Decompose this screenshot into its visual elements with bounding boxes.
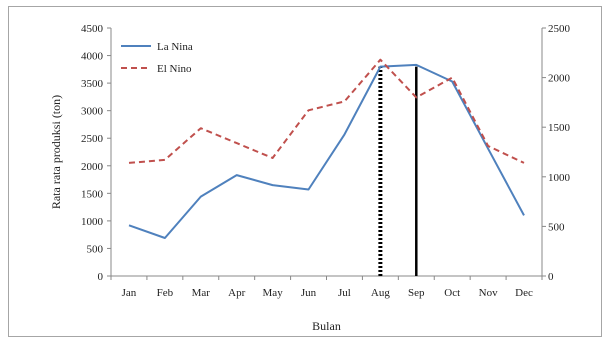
- x-tick-label: Feb: [157, 287, 174, 299]
- x-tick-label: Nov: [479, 287, 498, 299]
- series-line-el-nino: [128, 58, 525, 164]
- x-tick-label: Dec: [515, 287, 533, 299]
- y-tick-label: 1000: [81, 216, 104, 228]
- y2-tick-label: 0: [548, 271, 554, 283]
- y-tick-label: 2000: [81, 161, 104, 173]
- x-tick-label: Apr: [228, 287, 245, 299]
- x-tick-label: Mar: [192, 287, 211, 299]
- y2-tick-label: 1000: [548, 172, 571, 184]
- y-tick-label: 500: [87, 243, 104, 255]
- series-layer: [128, 58, 525, 239]
- y-tick-label: 3000: [81, 106, 104, 118]
- x-axis-title: Bulan: [312, 319, 341, 333]
- y-tick-label: 0: [98, 271, 104, 283]
- axes-layer: 0 500 1000 1500 2000 2500 3000 3500 4000 4500 0 500…: [81, 23, 571, 299]
- chart-frame: [8, 6, 602, 337]
- y2-tick-label: 2000: [548, 73, 571, 85]
- marker-layer: [378, 66, 418, 276]
- y2-tick-label: 2500: [548, 23, 571, 35]
- y2-tick-label: 500: [548, 221, 565, 233]
- y-tick-label: 1500: [81, 188, 104, 200]
- y-tick-label: 3500: [81, 78, 104, 90]
- x-tick-label: Jul: [338, 287, 351, 299]
- y-tick-label: 2500: [81, 133, 104, 145]
- legend-label: El Nino: [157, 63, 192, 75]
- y-tick-label: 4500: [81, 23, 104, 35]
- x-tick-label: Sep: [408, 287, 425, 299]
- y-tick-label: 4000: [81, 51, 104, 63]
- x-tick-label: May: [263, 287, 284, 299]
- x-tick-label: Jun: [301, 287, 317, 299]
- series-line-la-nina: [128, 63, 525, 239]
- x-tick-label: Jan: [122, 287, 137, 299]
- y2-tick-label: 1500: [548, 122, 571, 134]
- legend: La Nina El Nino: [121, 41, 193, 75]
- x-tick-label: Aug: [371, 287, 390, 299]
- y-axis-title: Rata rata produksi (ton): [49, 95, 63, 209]
- x-tick-label: Oct: [444, 287, 460, 299]
- legend-label: La Nina: [157, 41, 193, 53]
